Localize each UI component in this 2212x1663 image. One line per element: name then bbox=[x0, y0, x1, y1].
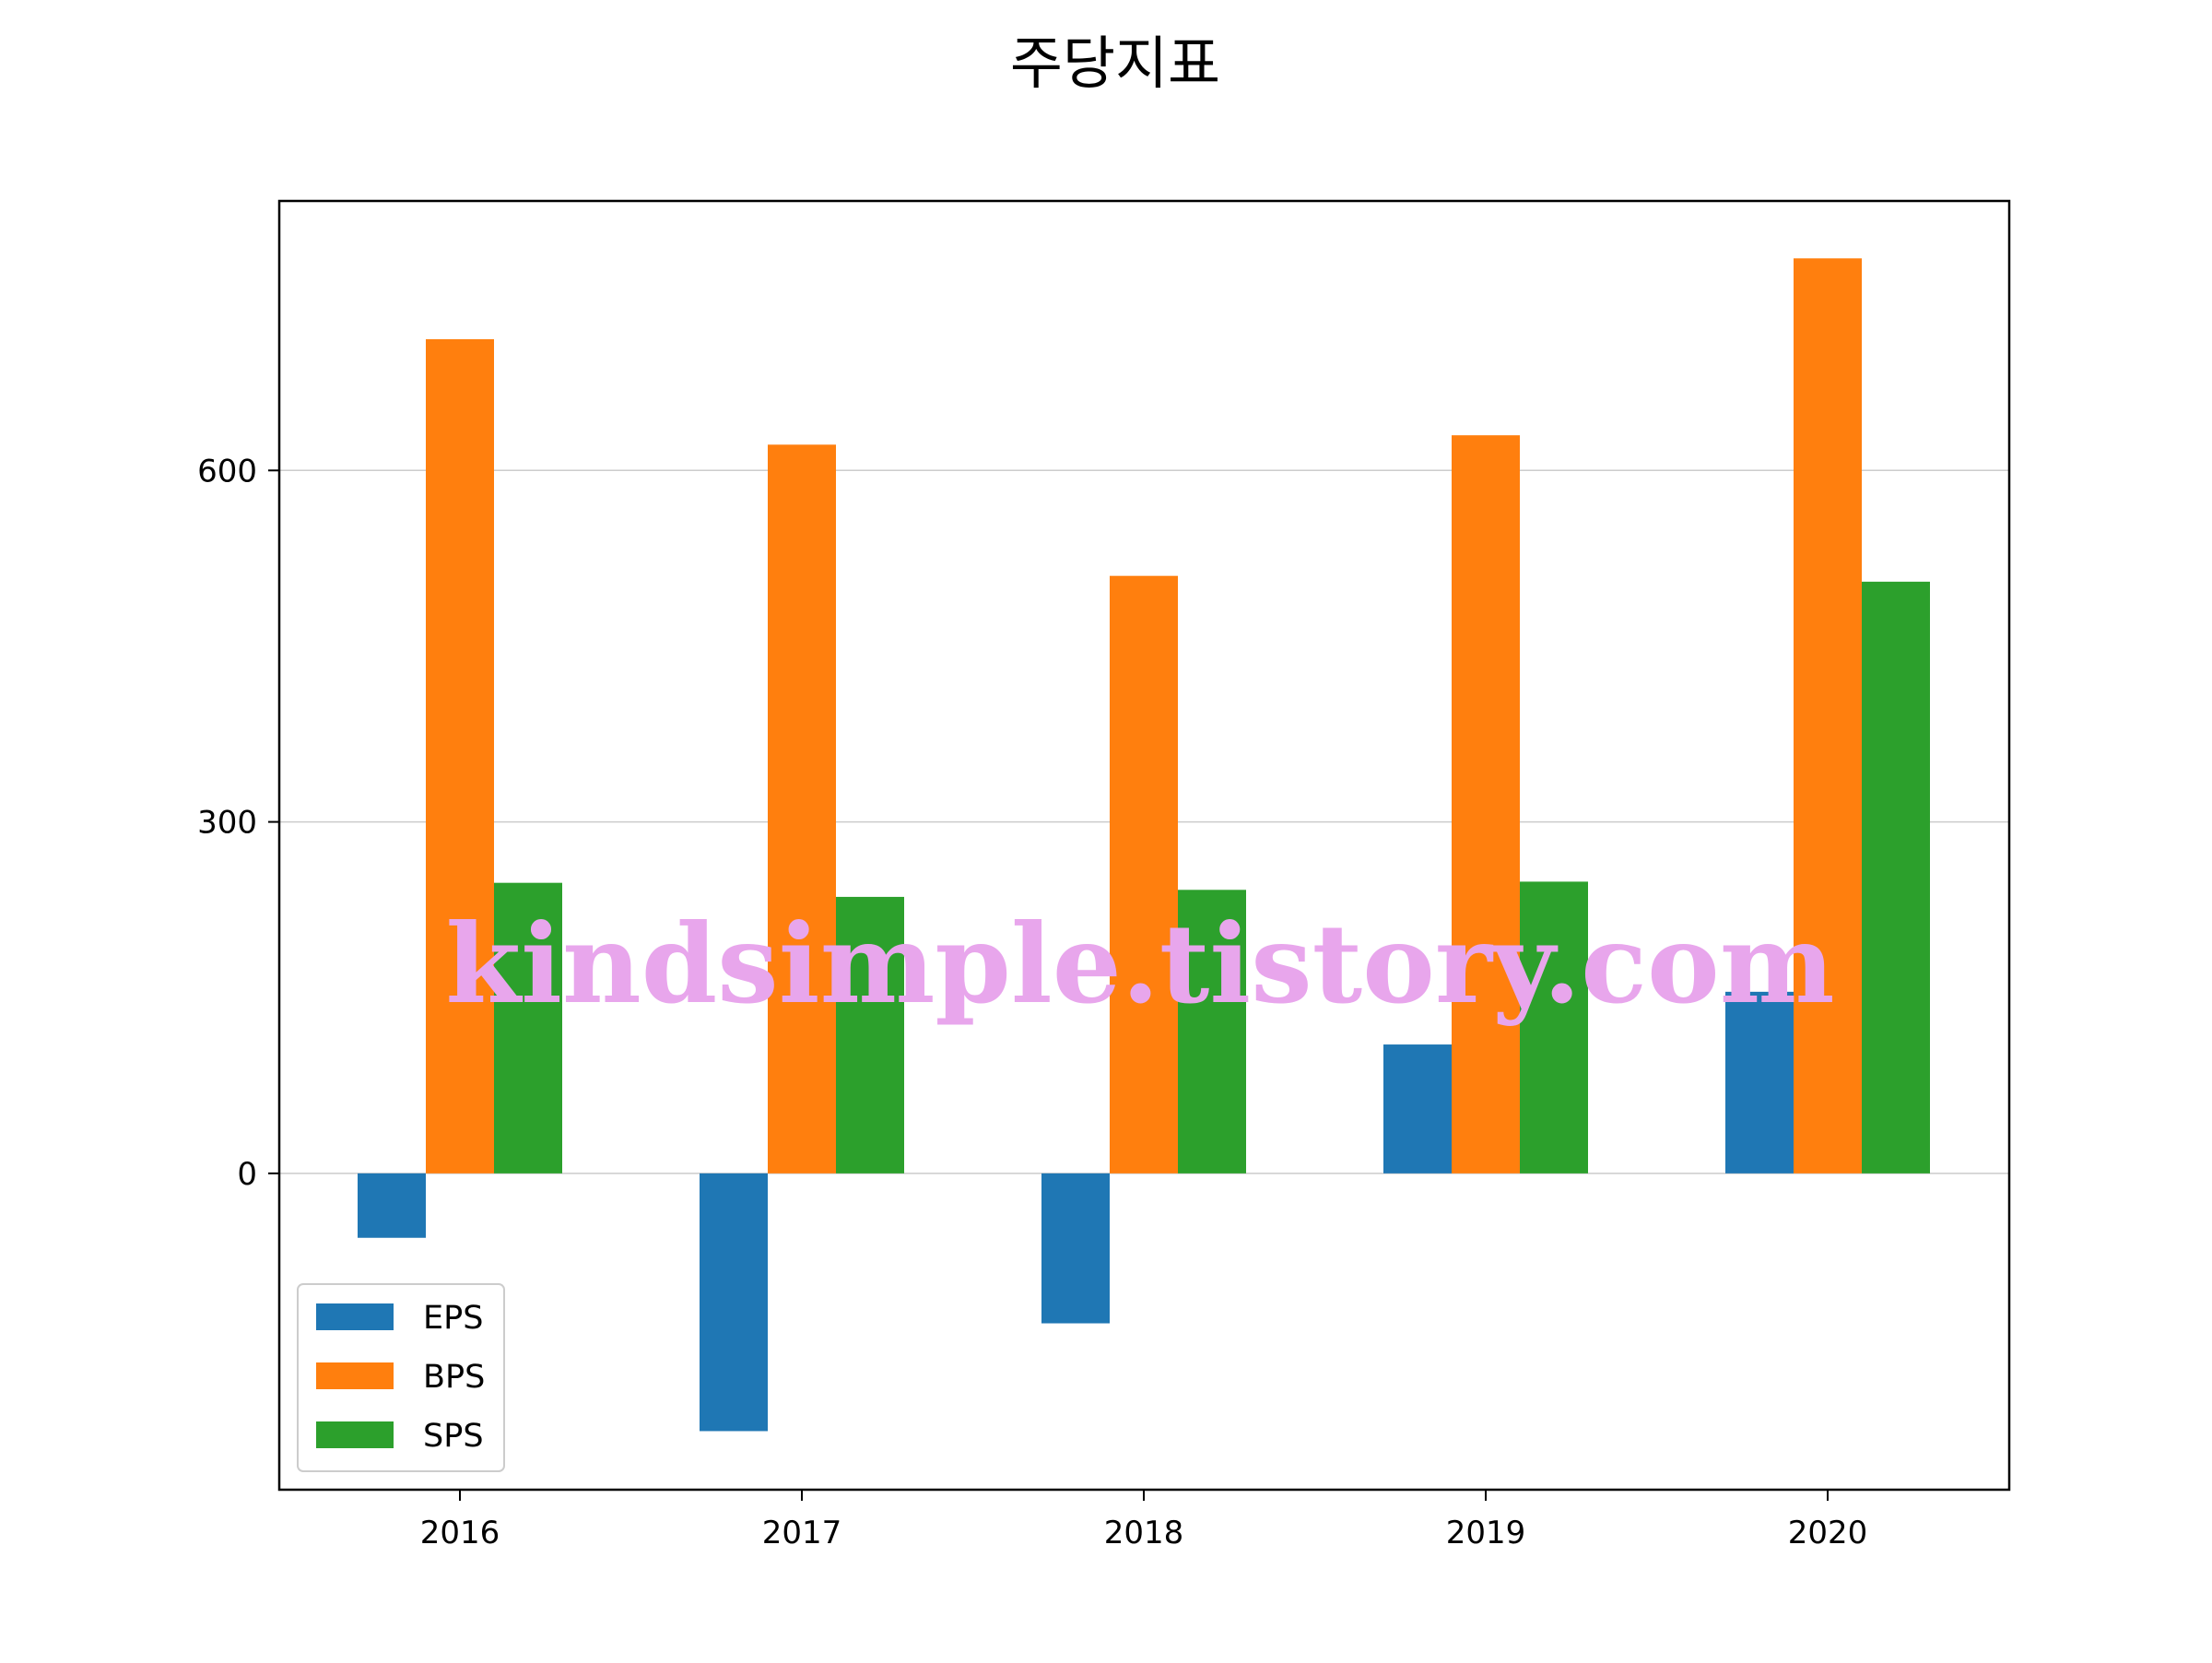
legend-swatch-sps bbox=[316, 1421, 394, 1448]
x-axis-ticks: 2016 2017 2018 2019 2020 bbox=[420, 1490, 1868, 1551]
bar-eps-2020 bbox=[1725, 991, 1794, 1174]
ytick-label-300: 300 bbox=[197, 805, 257, 842]
bar-sps-2018 bbox=[1178, 890, 1246, 1174]
bar-bps-2020 bbox=[1794, 258, 1862, 1174]
legend-swatch-bps bbox=[316, 1362, 394, 1389]
bar-eps-2017 bbox=[700, 1173, 768, 1432]
xtick-label-2017: 2017 bbox=[762, 1515, 842, 1551]
bar-eps-2018 bbox=[1041, 1173, 1110, 1324]
bar-eps-2019 bbox=[1383, 1044, 1452, 1174]
bar-sps-2019 bbox=[1520, 881, 1588, 1174]
bar-bps-2018 bbox=[1110, 575, 1178, 1174]
xtick-label-2019: 2019 bbox=[1446, 1515, 1526, 1551]
bar-eps-2016 bbox=[358, 1173, 426, 1238]
bar-sps-2020 bbox=[1862, 582, 1930, 1174]
bar-bps-2019 bbox=[1452, 435, 1520, 1174]
legend-label-bps: BPS bbox=[423, 1359, 485, 1396]
legend: EPS BPS SPS bbox=[297, 1283, 505, 1472]
chart-title: 주당지표 bbox=[1010, 29, 1220, 97]
ytick-label-600: 600 bbox=[197, 453, 257, 489]
bar-bps-2017 bbox=[768, 444, 836, 1174]
bar-bps-2016 bbox=[426, 338, 494, 1174]
ytick-label-0: 0 bbox=[237, 1156, 257, 1193]
legend-label-sps: SPS bbox=[423, 1418, 484, 1455]
legend-label-eps: EPS bbox=[423, 1300, 483, 1337]
legend-swatch-eps bbox=[316, 1303, 394, 1330]
xtick-label-2020: 2020 bbox=[1788, 1515, 1868, 1551]
y-axis-ticks: 0 300 600 bbox=[197, 453, 279, 1193]
bar-sps-2017 bbox=[836, 896, 904, 1174]
watermark-text: kindsimple.tistory.com bbox=[445, 900, 1834, 1028]
bar-sps-2016 bbox=[494, 882, 562, 1174]
xtick-label-2016: 2016 bbox=[420, 1515, 500, 1551]
xtick-label-2018: 2018 bbox=[1104, 1515, 1184, 1551]
bars bbox=[358, 258, 1930, 1432]
